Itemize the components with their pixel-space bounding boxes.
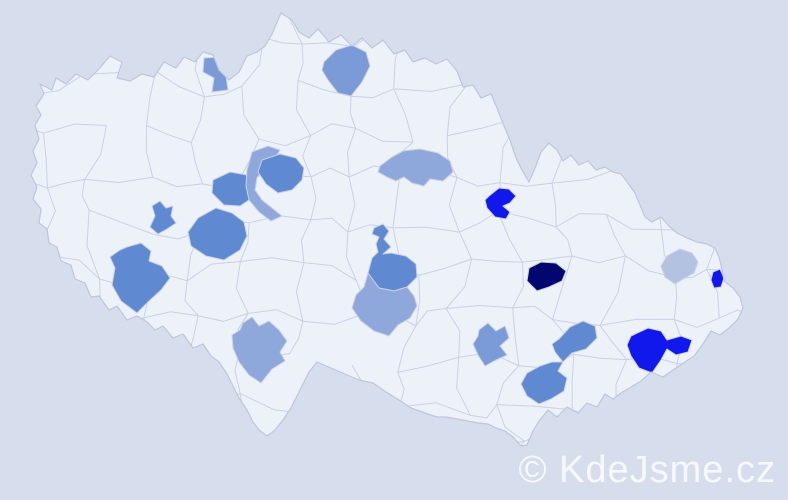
highlighted-district-north [321,44,371,97]
highlighted-district-zlin-area [626,327,693,374]
highlighted-district-highlands-north [367,223,418,292]
highlighted-districts-layer [109,44,725,405]
highlighted-district-east-pale [660,248,699,285]
highlighted-district-south-moravia-east [551,320,598,363]
highlighted-district-south-of-prague [187,207,248,261]
highlighted-district-east-of-prague [257,153,305,194]
highlighted-district-south-bohemia [231,316,288,384]
highlighted-district-east-sliver [710,268,725,289]
highlighted-district-navy-spot [526,261,567,292]
highlighted-district-nachod-spot [484,187,517,220]
highlighted-district-plzen-spot [149,200,177,235]
highlighted-district-northeast-bohemia [377,148,454,187]
highlighted-district-south-moravia-west [472,322,510,367]
highlighted-district-southeast [520,361,568,405]
highlighted-district-southwest [109,242,171,314]
highlighted-district-highlands-south [351,272,418,337]
